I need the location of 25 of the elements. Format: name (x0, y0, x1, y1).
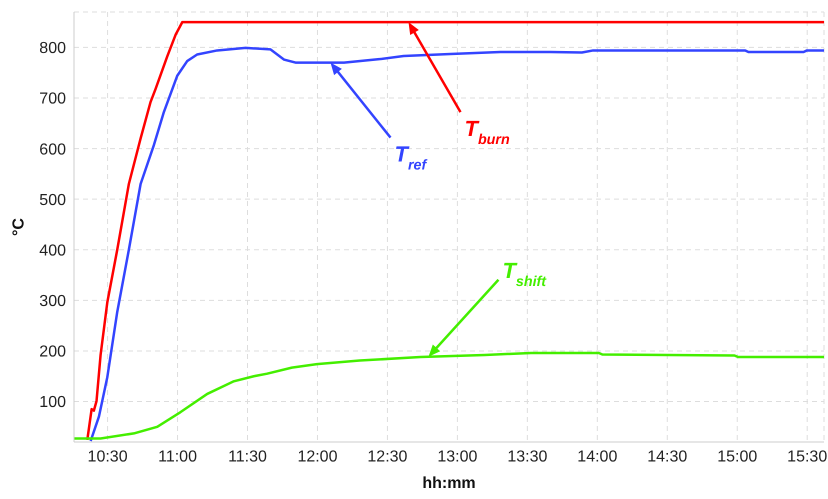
y-tick-label: 200 (39, 344, 66, 361)
text: T$_{shift}$ (502, 258, 548, 290)
y-tick-label: 700 (39, 90, 66, 108)
x-axis-title: hh:mm (422, 475, 476, 492)
y-tick-label: 300 (39, 293, 66, 310)
y-tick-label: 600 (39, 141, 66, 158)
text: T$_{ref}$ (394, 142, 428, 174)
x-tick-label: 15:00 (717, 448, 758, 466)
x-tick-label: 11:00 (158, 448, 198, 466)
y-tick-label: 800 (39, 40, 66, 58)
line-series (74, 352, 824, 440)
x-tick-label: 12:00 (297, 448, 338, 466)
y-tick-label: 100 (39, 394, 66, 412)
y-tick-label: 500 (39, 192, 66, 209)
x-tick-label: 12:30 (367, 448, 408, 466)
x-tick-label: 10:30 (88, 448, 128, 466)
x-tick-label: 13:00 (437, 448, 478, 466)
x-tick-label: 14:00 (577, 448, 618, 466)
x-tick-label: 15:30 (787, 448, 828, 466)
x-tick-label: 13:30 (507, 448, 548, 466)
y-tick-label: 400 (39, 242, 66, 260)
x-tick-label: 14:30 (647, 448, 688, 466)
text: T$_{burn}$ (464, 116, 510, 148)
x-tick-label: 11:30 (228, 448, 268, 466)
y-axis-title: °C (10, 218, 28, 236)
